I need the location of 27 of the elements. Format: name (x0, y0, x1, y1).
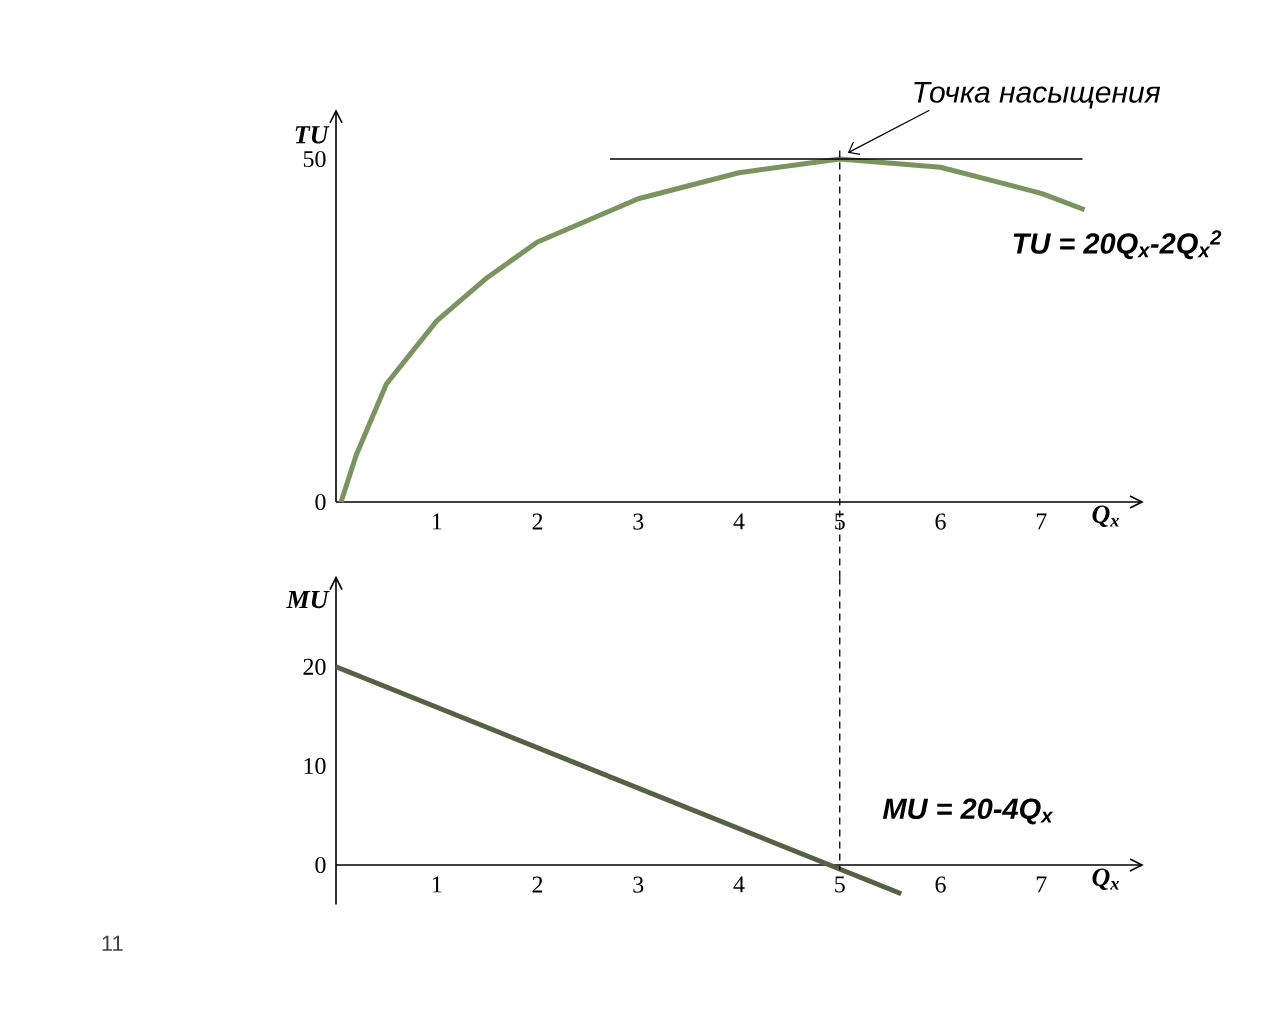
text: Точка насыщения (914, 81, 1161, 109)
x-tick-label: 1 (432, 876, 442, 893)
text: 11 (102, 935, 123, 951)
x-tick-label: 7 (1036, 513, 1047, 530)
x-tick-label: 2 (532, 513, 543, 530)
y-axis-title: TU (295, 126, 330, 144)
x-tick-label: 5 (835, 876, 845, 893)
y-axis-title: MU (286, 590, 330, 609)
y-tick-label: 0 (315, 856, 326, 874)
x-tick-label: 4 (733, 876, 745, 893)
x-tick-label: 6 (935, 876, 946, 893)
y-tick-label: 20 (303, 658, 326, 675)
x-tick-label: 5 (835, 513, 845, 530)
x-tick-label: 1 (432, 513, 442, 530)
annotation: TU = 20Q$_{x}$-2Q$_{x}$2 (1013, 230, 1222, 260)
x-tick-label: 4 (733, 513, 745, 530)
x-tick-label: 3 (633, 876, 644, 893)
annotation: MU = 20-4Q$_{x}$ (882, 798, 1054, 825)
y-tick-label: 10 (304, 757, 326, 774)
y-tick-label: 50 (303, 150, 326, 168)
x-axis-title: Q$_{x}$ (1092, 505, 1119, 527)
x-axis-title: Q$_{x}$ (1092, 868, 1119, 890)
x-tick-label: 3 (633, 513, 644, 530)
x-tick-label: 6 (935, 513, 946, 530)
y-tick-label: 0 (315, 493, 326, 511)
x-tick-label: 2 (532, 876, 543, 893)
x-tick-label: 7 (1036, 876, 1047, 893)
